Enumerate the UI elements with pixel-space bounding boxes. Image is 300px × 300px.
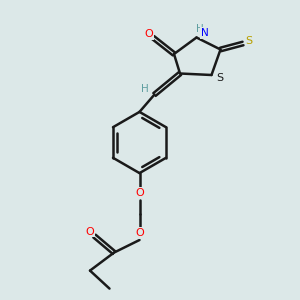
Text: H: H <box>196 23 203 34</box>
Text: S: S <box>216 73 224 83</box>
Text: O: O <box>85 226 94 237</box>
Text: H: H <box>141 84 149 94</box>
Text: N: N <box>201 28 209 38</box>
Text: O: O <box>136 228 145 238</box>
Text: S: S <box>245 35 253 46</box>
Text: O: O <box>144 29 153 39</box>
Text: O: O <box>136 188 145 198</box>
